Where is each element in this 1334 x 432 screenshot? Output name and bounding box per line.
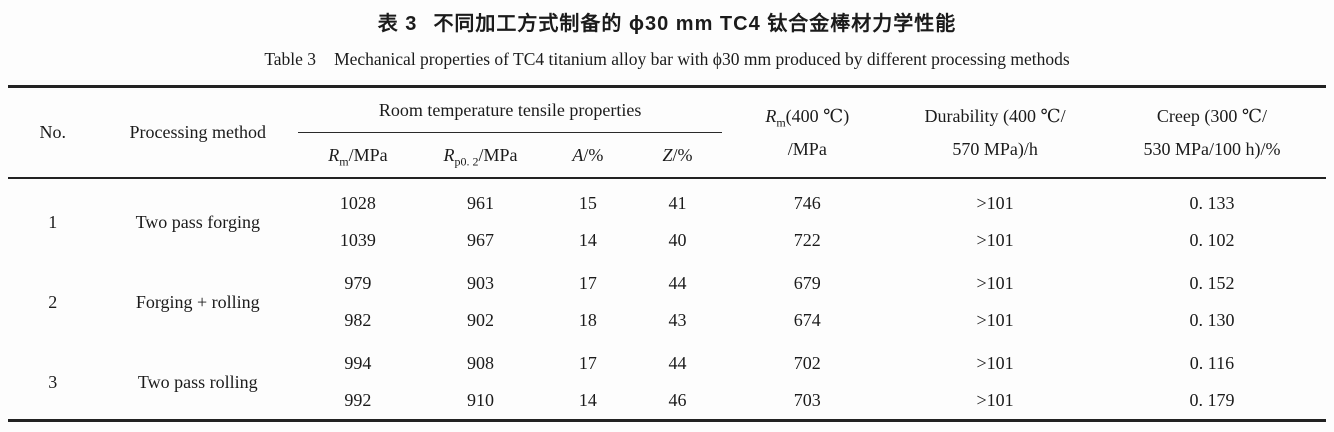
cell-rm: 982 [344,310,372,330]
header-rp02-unit: /MPa [478,144,518,165]
cell-rp02: 902 [466,310,494,330]
header-rm-400-condition: (400 ℃) [785,105,850,126]
table-header: No. Processing method Room temperature t… [8,86,1326,179]
header-durability: Durability (400 ℃/ 570 MPa)/h [892,86,1098,179]
header-reduction: Z/% [632,132,723,179]
cell-elongation: 15 [578,193,597,213]
header-room-temp-group: Room temperature tensile properties [297,86,723,133]
table-row: 982 902 18 43 674 >101 0. 130 [8,302,1326,339]
cell-method: Forging + rolling [135,291,260,312]
cell-durability: >101 [976,310,1014,330]
caption-chinese-text: 不同加工方式制备的 ϕ30 mm TC4 钛合金棒材力学性能 [433,13,957,35]
header-creep-line1: Creep (300 ℃/ [1156,105,1267,126]
caption-chinese: 表 3 不同加工方式制备的 ϕ30 mm TC4 钛合金棒材力学性能 [0,7,1334,36]
cell-rm: 979 [344,273,372,293]
cell-rm-400: 679 [793,273,821,293]
cell-no: 1 [48,211,58,232]
cell-creep: 0. 102 [1189,230,1235,250]
caption-english-number: Table 3 [264,49,317,69]
cell-rp02: 961 [466,193,494,213]
header-rm: Rm/MPa [297,132,418,179]
cell-reduction: 44 [668,353,687,373]
header-rm-400-unit: /MPa [787,138,827,159]
header-no: No. [8,86,98,179]
cell-reduction: 46 [668,390,687,410]
header-row-1: No. Processing method Room temperature t… [8,86,1326,179]
header-elongation: A/% [543,132,633,179]
header-creep: Creep (300 ℃/ 530 MPa/100 h)/% [1097,86,1326,179]
cell-reduction: 44 [668,273,687,293]
cell-creep: 0. 179 [1189,390,1235,410]
cell-reduction: 40 [668,230,687,250]
table-body: 1 Two pass forging 1028 961 15 41 746 >1… [8,178,1326,421]
header-rp02: Rp0. 2/MPa [417,132,544,179]
header-durability-line1: Durability (400 ℃/ [924,105,1066,126]
cell-creep: 0. 116 [1189,353,1235,373]
header-reduction-unit: /% [672,144,693,165]
cell-reduction: 41 [668,193,687,213]
cell-durability: >101 [976,353,1014,373]
header-rm-400-symbol: R [765,105,777,126]
cell-rm-400: 703 [793,390,821,410]
cell-durability: >101 [976,390,1014,410]
cell-no: 3 [48,371,58,392]
header-rm-400-subscript: m [776,115,786,130]
header-reduction-symbol: Z [662,144,673,165]
cell-rm: 1028 [339,193,376,213]
cell-durability: >101 [976,193,1014,213]
cell-rp02: 903 [466,273,494,293]
caption-english-text: Mechanical properties of TC4 titanium al… [334,49,1070,69]
header-elongation-unit: /% [583,144,604,165]
cell-creep: 0. 133 [1189,193,1235,213]
header-rm-400: Rm(400 ℃) /MPa [722,86,893,179]
table-row: 1039 967 14 40 722 >101 0. 102 [8,222,1326,259]
cell-rm: 992 [344,390,372,410]
header-rm-unit: /MPa [348,144,388,165]
table-row: 1 Two pass forging 1028 961 15 41 746 >1… [8,178,1326,232]
cell-rm: 1039 [339,230,376,250]
caption-chinese-number: 表 3 [377,13,418,35]
data-table-container: No. Processing method Room temperature t… [8,85,1326,422]
cell-durability: >101 [976,230,1014,250]
cell-rm-400: 746 [793,193,821,213]
cell-elongation: 14 [578,230,597,250]
cell-rm-400: 702 [793,353,821,373]
cell-creep: 0. 152 [1189,273,1235,293]
header-elongation-symbol: A [572,144,584,165]
header-rp02-subscript: p0. 2 [454,154,479,169]
cell-elongation: 17 [578,353,597,373]
header-processing-method: Processing method [97,86,298,179]
cell-rp02: 910 [466,390,494,410]
mechanical-properties-table: No. Processing method Room temperature t… [8,85,1326,422]
header-row-2: Rm/MPa Rp0. 2/MPa A/% Z/% [8,132,1326,179]
table-row: 992 910 14 46 703 >101 0. 179 [8,382,1326,421]
cell-durability: >101 [976,273,1014,293]
header-rp02-symbol: R [443,144,455,165]
table-row: 2 Forging + rolling 979 903 17 44 679 >1… [8,259,1326,312]
table-captions: 表 3 不同加工方式制备的 ϕ30 mm TC4 钛合金棒材力学性能 Table … [0,7,1334,70]
cell-elongation: 17 [578,273,597,293]
header-rm-symbol: R [328,144,340,165]
header-creep-line2: 530 MPa/100 h)/% [1143,138,1281,159]
header-durability-line2: 570 MPa)/h [952,138,1038,159]
cell-reduction: 43 [668,310,687,330]
cell-method: Two pass forging [135,211,260,232]
header-rm-subscript: m [339,154,349,169]
table-row: 3 Two pass rolling 994 908 17 44 702 >10… [8,339,1326,392]
cell-method: Two pass rolling [137,371,258,392]
cell-no: 2 [48,291,58,312]
cell-elongation: 18 [578,310,597,330]
cell-elongation: 14 [578,390,597,410]
cell-rm-400: 722 [793,230,821,250]
cell-rp02: 908 [466,353,494,373]
cell-rm: 994 [344,353,372,373]
cell-rm-400: 674 [793,310,821,330]
cell-rp02: 967 [466,230,494,250]
cell-creep: 0. 130 [1189,310,1235,330]
caption-english: Table 3 Mechanical properties of TC4 tita… [0,49,1334,70]
